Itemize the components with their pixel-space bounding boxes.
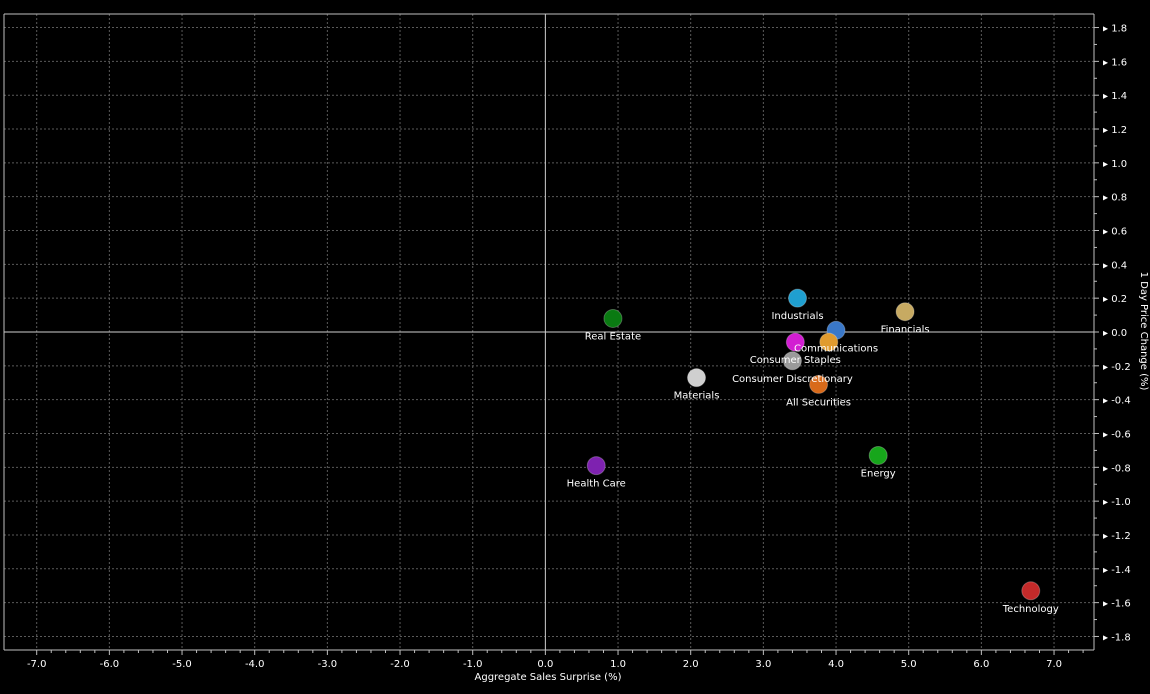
y-axis-title: 1 Day Price Change (%) — [1138, 272, 1149, 391]
data-label: Consumer Discretionary — [732, 374, 853, 385]
x-tick-label: 3.0 — [755, 659, 771, 670]
y-tick-label: ▸ -0.4 — [1103, 396, 1131, 407]
data-label: All Securities — [786, 397, 851, 408]
x-tick-label: -7.0 — [27, 659, 47, 670]
data-label: Materials — [674, 391, 720, 402]
y-tick-label: ▸ 0.2 — [1103, 294, 1127, 305]
x-tick-label: -3.0 — [318, 659, 338, 670]
data-point — [895, 302, 915, 322]
y-tick-label: ▸ -0.6 — [1103, 429, 1131, 440]
data-point — [819, 332, 839, 352]
data-label: Financials — [881, 325, 930, 336]
y-tick-label: ▸ -1.2 — [1103, 531, 1131, 542]
data-point — [809, 374, 829, 394]
x-tick-label: 4.0 — [828, 659, 844, 670]
y-tick-label: ▸ 1.4 — [1103, 91, 1127, 102]
y-tick-label: ▸ 0.0 — [1103, 328, 1127, 339]
grid-layer — [4, 14, 1094, 650]
y-tick-label: ▸ 1.2 — [1103, 125, 1127, 136]
data-label: Energy — [861, 468, 896, 479]
x-tick-label: 2.0 — [683, 659, 699, 670]
x-tick-label: 6.0 — [973, 659, 989, 670]
x-tick-label: -2.0 — [390, 659, 410, 670]
x-tick-label: 1.0 — [610, 659, 626, 670]
data-point — [788, 288, 808, 308]
data-label: Technology — [1002, 604, 1059, 615]
y-tick-label: ▸ 1.8 — [1103, 24, 1127, 35]
x-tick-label: 0.0 — [537, 659, 553, 670]
y-tick-label: ▸ -0.2 — [1103, 362, 1131, 373]
data-point — [586, 456, 606, 476]
y-tick-label: ▸ 0.6 — [1103, 227, 1127, 238]
y-tick-label: ▸ 0.8 — [1103, 193, 1127, 204]
y-tick-label: ▸ 0.4 — [1103, 260, 1127, 271]
x-tick-label: -6.0 — [100, 659, 120, 670]
x-tick-label: -5.0 — [172, 659, 192, 670]
data-label: Communications — [794, 343, 878, 354]
y-tick-label: ▸ -1.8 — [1103, 632, 1131, 643]
data-point — [782, 351, 802, 371]
x-tick-label: -4.0 — [245, 659, 265, 670]
y-tick-label: ▸ -1.4 — [1103, 565, 1131, 576]
data-label: Industrials — [771, 311, 823, 322]
data-point — [1021, 581, 1041, 601]
axes-layer — [3, 13, 1095, 651]
data-label: Consumer Staples — [750, 355, 841, 366]
data-label: Health Care — [567, 479, 626, 490]
data-point — [687, 368, 707, 388]
x-tick-label: -1.0 — [463, 659, 483, 670]
y-tick-label: ▸ -0.8 — [1103, 463, 1131, 474]
x-tick-label: 5.0 — [901, 659, 917, 670]
data-label: Real Estate — [585, 331, 641, 342]
data-point — [603, 308, 623, 328]
y-tick-label: ▸ 1.0 — [1103, 159, 1127, 170]
x-tick-label: 7.0 — [1046, 659, 1062, 670]
y-tick-label: ▸ 1.6 — [1103, 57, 1127, 68]
y-tick-label: ▸ -1.0 — [1103, 497, 1131, 508]
ticks-layer: -7.0 -6.0 -5.0 -4.0 -3.0 -2.0 -1.0 0.0 1.0 2.0 3.0… — [27, 24, 1131, 670]
labels-layer: Real Estate Industrials FinancialsCommunic… — [567, 311, 1059, 615]
y-tick-label: ▸ -1.6 — [1103, 599, 1131, 610]
data-point — [868, 445, 888, 465]
data-point — [785, 332, 805, 352]
points-layer — [586, 288, 1041, 601]
x-axis-title: Aggregate Sales Surprise (%) — [475, 672, 622, 683]
